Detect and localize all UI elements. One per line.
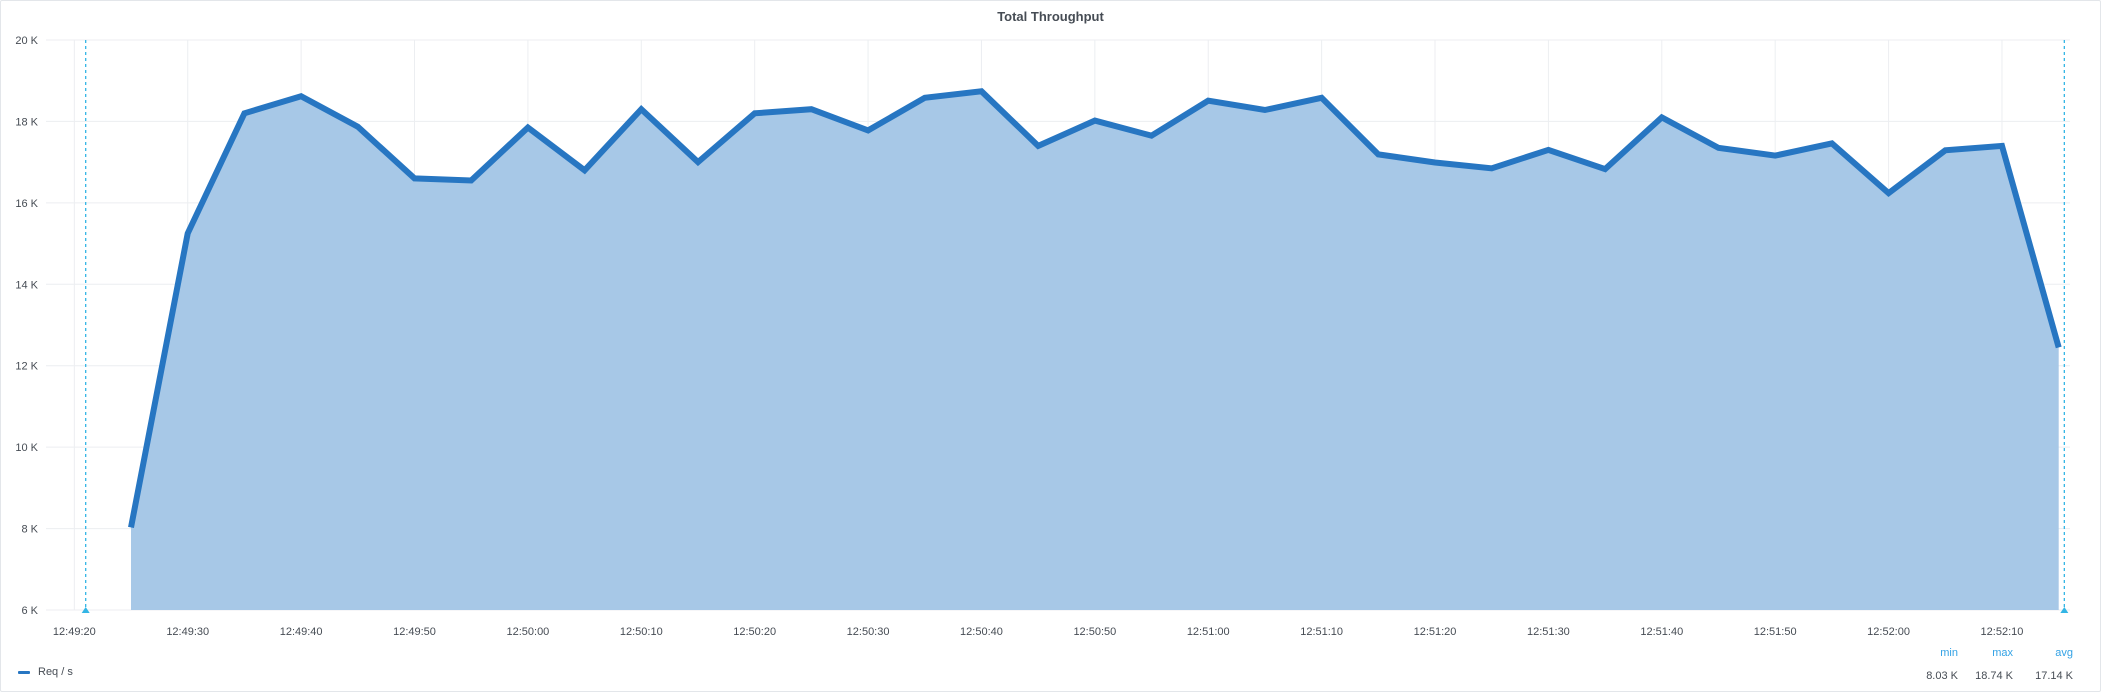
legend-series-label[interactable]: Req / s (38, 666, 73, 678)
time-marker-handle[interactable] (81, 607, 90, 613)
y-tick-label: 6 K (21, 605, 38, 617)
stat-header-min[interactable]: min (1940, 647, 1958, 659)
stat-value-min: 8.03 K (1926, 670, 1958, 682)
x-tick-label: 12:52:10 (1981, 626, 2024, 638)
time-markers (81, 40, 2069, 613)
x-tick-label: 12:49:20 (53, 626, 96, 638)
y-axis: 6 K 8 K 10 K 12 K 14 K 16 K 18 K 20 K (15, 35, 38, 617)
plot-area (128, 88, 2062, 611)
y-tick-label: 16 K (15, 198, 38, 210)
y-tick-label: 18 K (15, 116, 38, 128)
x-tick-label: 12:52:00 (1867, 626, 1910, 638)
x-tick-label: 12:50:40 (960, 626, 1003, 638)
x-tick-label: 12:49:50 (393, 626, 436, 638)
y-tick-label: 20 K (15, 35, 38, 47)
panel-title: Total Throughput (997, 9, 1104, 24)
legend-swatch (18, 670, 30, 674)
series-area (131, 91, 2059, 611)
x-tick-label: 12:51:50 (1754, 626, 1797, 638)
x-tick-label: 12:51:20 (1414, 626, 1457, 638)
y-tick-label: 10 K (15, 442, 38, 454)
y-tick-label: 14 K (15, 279, 38, 291)
x-tick-label: 12:51:30 (1527, 626, 1570, 638)
x-tick-label: 12:50:10 (620, 626, 663, 638)
x-tick-label: 12:50:50 (1073, 626, 1116, 638)
y-tick-label: 8 K (21, 524, 38, 536)
x-axis: 12:49:20 12:49:30 12:49:40 12:49:50 12:50:00… (53, 626, 2023, 638)
x-tick-label: 12:50:30 (847, 626, 890, 638)
x-tick-label: 12:51:00 (1187, 626, 1230, 638)
stat-value-max: 18.74 K (1975, 670, 2013, 682)
y-tick-label: 12 K (15, 361, 38, 373)
time-marker-handle[interactable] (2060, 607, 2069, 613)
x-tick-label: 12:51:40 (1640, 626, 1683, 638)
stat-header-avg[interactable]: avg (2055, 647, 2073, 659)
stat-value-avg: 17.14 K (2035, 670, 2073, 682)
x-tick-label: 12:51:10 (1300, 626, 1343, 638)
legend-stats: min max avg 8.03 K 18.74 K 17.14 K (1913, 647, 2073, 682)
stat-header-max[interactable]: max (1992, 647, 2013, 659)
x-tick-label: 12:50:00 (506, 626, 549, 638)
x-tick-label: 12:49:40 (280, 626, 323, 638)
x-tick-label: 12:50:20 (733, 626, 776, 638)
legend[interactable]: Req / s (18, 666, 73, 678)
x-tick-label: 12:49:30 (166, 626, 209, 638)
